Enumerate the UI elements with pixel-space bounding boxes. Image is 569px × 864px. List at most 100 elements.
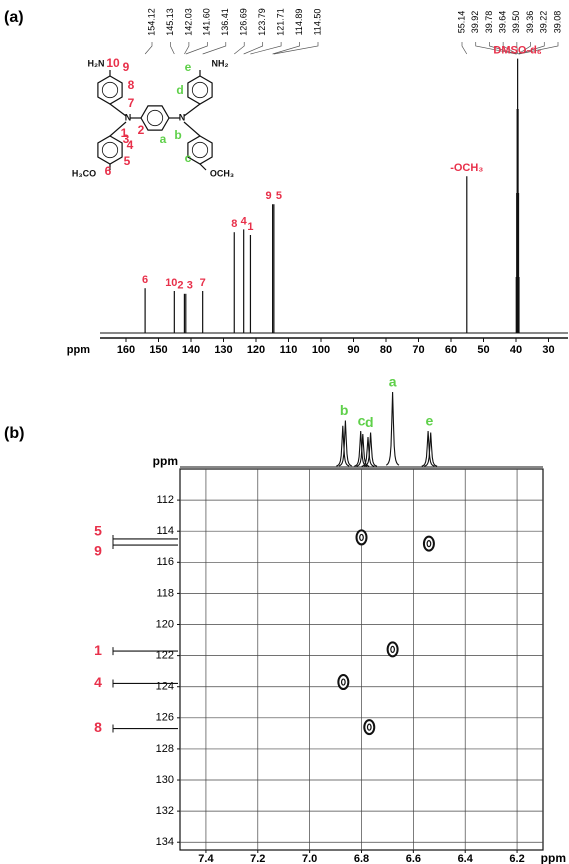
y-tick-label: 112: [156, 494, 174, 506]
leader-line: [184, 42, 190, 55]
y-tick-label: 122: [156, 650, 174, 662]
x-tick-label: 7.0: [302, 853, 317, 864]
cross-peak: [422, 535, 435, 552]
y-tick-label: 118: [156, 587, 174, 599]
y-tick-label: 126: [156, 712, 174, 724]
x-tick-label: 30: [542, 344, 554, 356]
h-peak: [424, 432, 438, 467]
cross-peak-core: [340, 678, 346, 686]
leader-line: [243, 42, 264, 55]
x-tick-label: 7.2: [250, 853, 265, 864]
h-peak: [361, 436, 375, 467]
c-peak-label: 9: [94, 543, 102, 559]
bond: [183, 121, 201, 137]
structure-label: 10: [106, 56, 120, 70]
shift-label: 126.69: [239, 8, 249, 36]
peak-annotation: DMSO-d₆: [493, 45, 541, 57]
peak-annotation: 3: [187, 280, 193, 292]
x-tick-label: 140: [182, 344, 200, 356]
cross-peak-core: [390, 645, 396, 653]
c-peak-label: 8: [94, 719, 102, 735]
leader-line: [273, 42, 319, 55]
leader-line: [202, 42, 227, 55]
cross-peak: [363, 719, 376, 736]
structure-label: e: [185, 60, 192, 74]
shift-label: 39.36: [525, 11, 535, 34]
leader-line: [518, 42, 559, 55]
h-peak-label: b: [340, 402, 349, 418]
structure-label: 7: [128, 96, 135, 110]
y-tick-label: 130: [156, 774, 174, 786]
leader-line: [502, 42, 518, 55]
benzene-ring: [187, 75, 213, 105]
peak-annotation: 4: [241, 215, 248, 227]
structure-label: a: [160, 132, 167, 146]
c-peak-label: 1: [94, 642, 102, 658]
y-tick-label: 132: [156, 805, 174, 817]
panel-label: (a): [4, 9, 24, 26]
cross-peak-core: [426, 540, 432, 548]
cross-peak-core: [366, 723, 372, 731]
x-axis-title: ppm: [67, 344, 90, 356]
structure-label: H₃CO: [72, 168, 96, 178]
structure-label: 1: [121, 126, 128, 140]
y-tick-label: 134: [156, 836, 174, 848]
shift-label: 114.50: [312, 9, 322, 36]
structure-label: d: [176, 83, 183, 97]
peak-annotation: 7: [200, 277, 206, 289]
cross-peak-core: [359, 533, 364, 542]
bond: [183, 103, 201, 117]
aromatic-circle: [101, 141, 119, 159]
leader-line: [516, 42, 518, 55]
peak-annotation: 1: [247, 221, 253, 233]
x-tick-label: 6.8: [354, 853, 369, 864]
cross-peak: [355, 529, 368, 546]
shift-label: 39.22: [539, 11, 549, 34]
structure-label: N: [179, 112, 186, 122]
structure-label: 9: [123, 60, 130, 74]
structure-label: 5: [124, 154, 131, 168]
x-tick-label: 90: [347, 344, 359, 356]
x-tick-label: 70: [412, 344, 424, 356]
c-peak-label: 5: [94, 523, 102, 539]
leader-line: [272, 42, 300, 55]
leader-line: [475, 42, 517, 55]
x-tick-label: 110: [280, 344, 298, 356]
leader-line: [250, 42, 282, 55]
h-peak: [385, 391, 400, 466]
peak-annotation: 8: [231, 218, 237, 230]
structure-label: H₂N: [88, 58, 105, 68]
benzene-ring: [187, 135, 213, 165]
shift-label: 136.41: [220, 8, 230, 36]
y-tick-label: 120: [156, 618, 174, 630]
aromatic-circle: [146, 109, 164, 127]
structure-label: NH₂: [212, 58, 229, 68]
shift-label: 154.12: [146, 8, 156, 36]
x-tick-label: 150: [149, 344, 167, 356]
structure-label: 8: [128, 78, 135, 92]
x-tick-label: 100: [312, 344, 330, 356]
shift-label: 55.14: [456, 11, 466, 34]
h-peak-label: d: [365, 414, 374, 430]
h-peak-label: a: [389, 374, 397, 390]
h-peak: [338, 420, 352, 467]
peak-annotation: 10: [165, 277, 177, 289]
x-tick-label: 7.4: [198, 853, 214, 864]
bond: [109, 121, 127, 137]
shift-label: 142.03: [183, 8, 193, 36]
aromatic-circle: [191, 141, 209, 159]
y-tick-label: 124: [156, 681, 174, 693]
shift-label: 39.78: [484, 11, 494, 34]
leader-line: [144, 42, 153, 55]
shift-label: 39.08: [552, 11, 562, 34]
structure-label: 4: [127, 138, 134, 152]
leader-line: [489, 42, 517, 55]
x-tick-label: 160: [117, 344, 135, 356]
peak-annotation: 2: [177, 280, 183, 292]
x-tick-label: 6.2: [509, 853, 524, 864]
leader-line: [234, 42, 245, 55]
peak-annotation: 6: [142, 274, 148, 286]
peak-annotation: 5: [276, 190, 282, 202]
h-peak-label: e: [426, 413, 434, 429]
